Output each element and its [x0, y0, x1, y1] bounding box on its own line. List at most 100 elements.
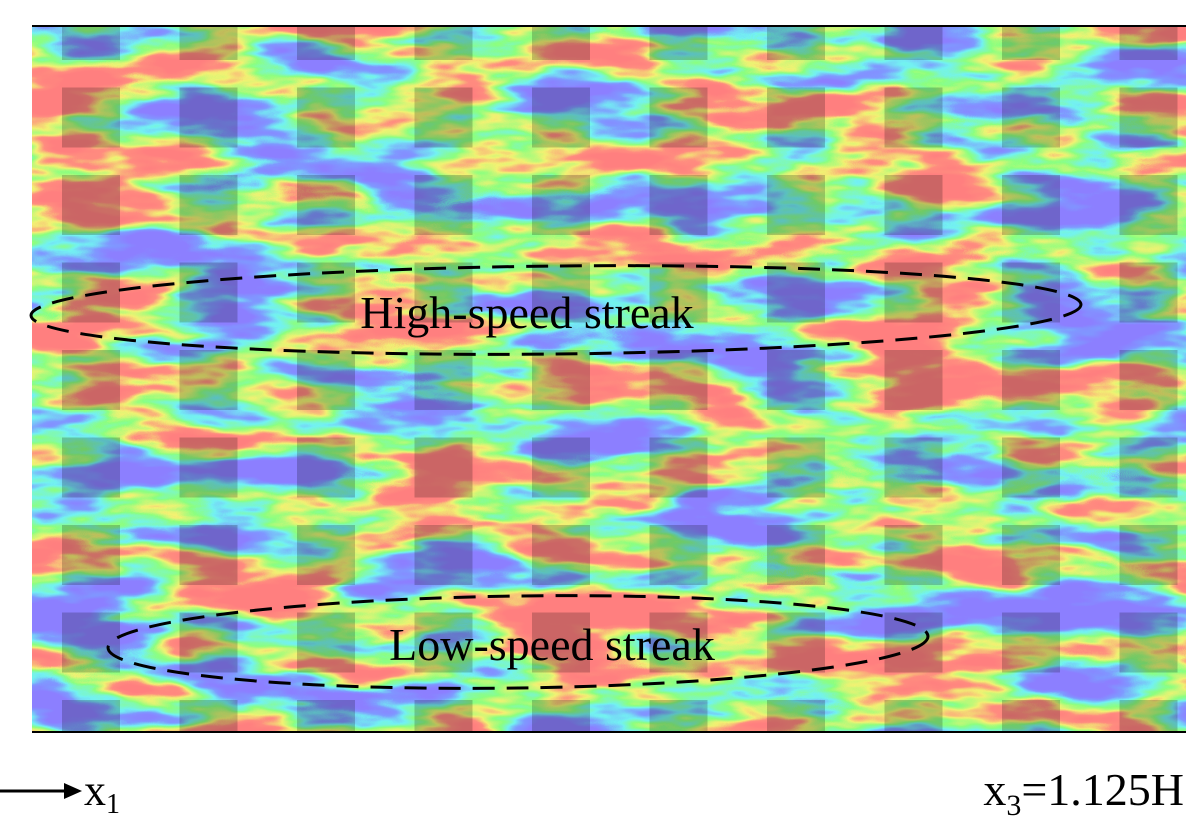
block: [62, 87, 120, 148]
block: [1002, 700, 1060, 732]
block: [62, 26, 120, 60]
plane-label: x3=1.125H: [983, 764, 1184, 817]
block: [767, 26, 825, 60]
block: [649, 87, 708, 148]
block: [767, 350, 825, 410]
block: [414, 175, 473, 235]
block: [297, 175, 355, 235]
block: [649, 700, 708, 732]
annotation: Low-speed streak: [389, 619, 715, 670]
axis-label-sub: 1: [106, 789, 120, 817]
block: [884, 175, 943, 235]
block: [532, 262, 590, 323]
block: [532, 350, 590, 410]
block: [767, 525, 825, 585]
block: [767, 87, 825, 148]
block: [1002, 525, 1060, 585]
low-speed-outline: [106, 594, 930, 690]
block: [532, 26, 590, 60]
block: [414, 350, 473, 410]
block: [884, 437, 943, 498]
block: [649, 26, 708, 60]
block: [1002, 26, 1060, 60]
axis-label: x1: [84, 766, 120, 817]
block: [884, 262, 943, 323]
block: [414, 700, 473, 732]
block: [1119, 350, 1178, 410]
block: [1119, 262, 1178, 323]
plane-label-rest: =1.125H: [1021, 764, 1184, 815]
block: [297, 700, 355, 732]
block: [1119, 525, 1178, 585]
block: [532, 612, 590, 673]
block: [297, 350, 355, 410]
block: [179, 262, 238, 323]
block: [62, 612, 120, 673]
block: [884, 87, 943, 148]
block: [179, 26, 238, 60]
block: [297, 525, 355, 585]
block: [179, 87, 238, 148]
block: [1119, 437, 1178, 498]
block: [414, 262, 473, 323]
block: [179, 437, 238, 498]
block: [62, 525, 120, 585]
block: [1119, 612, 1178, 673]
block: [649, 175, 708, 235]
block: [179, 175, 238, 235]
block: [767, 262, 825, 323]
block: [532, 700, 590, 732]
block: [297, 87, 355, 148]
arrow-head: [64, 783, 82, 799]
block: [884, 26, 943, 60]
block: [884, 350, 943, 410]
block: [62, 350, 120, 410]
block: [297, 612, 355, 673]
block: [767, 175, 825, 235]
plane-label-sub: 3: [1006, 789, 1021, 817]
block: [1119, 700, 1178, 732]
block: [532, 175, 590, 235]
block: [649, 262, 708, 323]
block: [649, 350, 708, 410]
axis-label-base: x: [84, 766, 106, 815]
block: [62, 437, 120, 498]
annotation: High-speed streak: [360, 287, 693, 338]
block: [62, 700, 120, 732]
block: [532, 87, 590, 148]
block: [649, 612, 708, 673]
block: [297, 26, 355, 60]
block: [767, 700, 825, 732]
block: [649, 437, 708, 498]
block: [1002, 350, 1060, 410]
block: [414, 612, 473, 673]
block: [297, 437, 355, 498]
block: [649, 525, 708, 585]
block: [767, 612, 825, 673]
block: [179, 612, 238, 673]
high-speed-outline: [29, 264, 1083, 356]
block: [179, 525, 238, 585]
block: [414, 87, 473, 148]
block: [884, 700, 943, 732]
block: [1002, 262, 1060, 323]
block: [1002, 612, 1060, 673]
block: [414, 26, 473, 60]
block: [884, 525, 943, 585]
block: [1119, 87, 1178, 148]
block: [62, 175, 120, 235]
block: [1119, 26, 1178, 60]
block: [179, 350, 238, 410]
block: [1002, 437, 1060, 498]
block: [884, 612, 943, 673]
block: [414, 525, 473, 585]
block: [1119, 175, 1178, 235]
block: [62, 262, 120, 323]
block: [532, 437, 590, 498]
block: [414, 437, 473, 498]
block: [532, 525, 590, 585]
roughness-blocks: [62, 26, 1178, 732]
block: [1002, 175, 1060, 235]
plane-label-base: x: [983, 764, 1006, 815]
